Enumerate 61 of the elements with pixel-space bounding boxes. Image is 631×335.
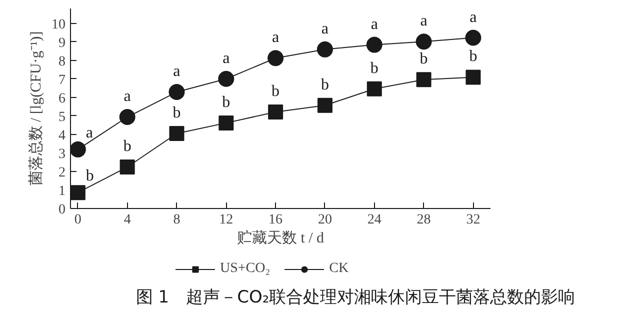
point (465, 30, 482, 46)
point (119, 109, 136, 126)
annotation: b (222, 94, 230, 111)
x-tick-label: 20 (318, 212, 332, 228)
point (70, 141, 86, 158)
text: 图 1 超声－CO₂联合处理对湘味休闲豆干菌落总数的影响 (136, 288, 576, 308)
annotation: a (420, 12, 428, 30)
x-tick-label: 8 (173, 212, 180, 228)
y-tick-label: 0 (58, 202, 66, 218)
point (168, 84, 185, 100)
annotation: b (86, 168, 94, 185)
annotation: a (124, 88, 131, 106)
y-tick-label: 10 (52, 17, 66, 32)
point (316, 41, 333, 58)
point (120, 160, 135, 175)
annotation: a (272, 29, 280, 46)
annotation: b (370, 60, 378, 77)
point (416, 34, 432, 50)
annotation: a (370, 16, 378, 33)
point (268, 50, 284, 66)
point (218, 115, 234, 130)
point (70, 185, 86, 200)
point (366, 36, 382, 53)
annotation: b (123, 138, 132, 156)
y-axis-title: 菌落总数 / [lg(CFU·g⁻¹)] (28, 31, 44, 186)
y-tick-label: 3 (58, 146, 66, 162)
annotation: b (272, 83, 280, 100)
annotation: a (86, 124, 94, 142)
annotation: b (172, 104, 181, 122)
annotation: a (321, 20, 329, 38)
y-tick-label: 7 (58, 72, 66, 88)
x-tick-label: 12 (219, 212, 234, 228)
annotation: a (470, 8, 477, 26)
annotation: b (469, 48, 478, 66)
annotation: a (173, 63, 180, 80)
x-tick-label: 4 (124, 212, 131, 228)
point (416, 72, 432, 88)
point (268, 104, 284, 120)
annotation: b (420, 50, 428, 68)
point (218, 70, 234, 87)
x-tick-label: 28 (416, 212, 431, 228)
y-tick-label: 4 (58, 128, 66, 144)
x-tick-label: 32 (466, 212, 480, 228)
y-tick-label: 1 (58, 184, 66, 199)
y-tick-label: 9 (58, 36, 66, 51)
x-tick-label: 16 (268, 212, 283, 228)
legend-label: US+CO₂ (220, 261, 270, 277)
point (317, 98, 332, 113)
annotation: a (222, 50, 230, 67)
point (366, 81, 382, 96)
point (169, 126, 184, 141)
y-tick-label: 2 (58, 165, 66, 180)
y-tick-label: 5 (58, 110, 66, 125)
x-axis-title: 贮藏天数 t / d (236, 230, 325, 246)
annotation: b (320, 76, 329, 94)
y-tick-label: 6 (58, 91, 66, 106)
point (466, 70, 481, 85)
x-tick-label: 0 (74, 212, 82, 228)
y-tick-label: 8 (58, 54, 66, 70)
x-tick-label: 24 (367, 212, 382, 228)
legend-label: CK (329, 261, 350, 277)
